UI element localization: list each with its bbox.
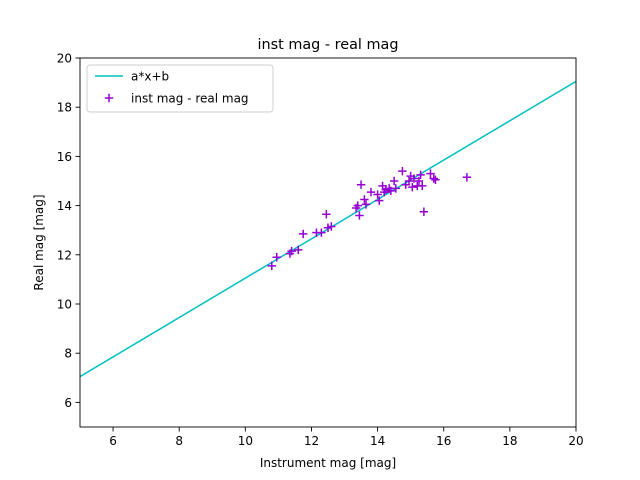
x-tick-label: 12	[304, 434, 319, 448]
data-point	[416, 170, 425, 180]
y-tick-label: 20	[57, 52, 72, 66]
y-tick-label: 10	[57, 298, 72, 312]
data-point	[294, 245, 303, 255]
data-point	[361, 200, 371, 209]
data-point	[287, 246, 296, 256]
data-point	[389, 176, 399, 186]
y-tick-label: 12	[57, 248, 72, 262]
data-point	[386, 186, 396, 196]
data-point	[414, 176, 424, 186]
plot-frame	[79, 57, 577, 428]
data-point	[426, 169, 435, 178]
x-axis-label: Instrument mag [mag]	[260, 456, 396, 470]
y-tick-label: 18	[57, 101, 72, 115]
data-point	[317, 228, 326, 237]
legend-frame	[86, 64, 274, 113]
data-point	[360, 195, 369, 204]
data-point	[418, 181, 427, 191]
x-tick-label: 14	[370, 434, 385, 448]
data-point	[267, 261, 276, 271]
data-point	[299, 229, 308, 239]
data-point	[409, 174, 419, 183]
y-axis-label: Real mag [mag]	[32, 194, 46, 290]
data-point	[404, 176, 414, 186]
data-point	[398, 166, 407, 176]
legend-label-scatter: inst mag - real mag	[131, 92, 249, 106]
data-point	[373, 190, 382, 199]
data-point	[419, 207, 429, 216]
y-tick-label: 16	[57, 150, 72, 164]
data-point	[272, 253, 281, 262]
data-point	[375, 196, 384, 205]
data-point	[431, 175, 440, 184]
y-tick-label: 6	[64, 396, 72, 410]
legend-label-fit-line: a*x+b	[131, 70, 169, 84]
data-point	[391, 184, 400, 193]
x-tick-label: 6	[109, 434, 117, 448]
legend: a*x+b inst mag - real mag	[86, 64, 274, 113]
data-point	[322, 210, 331, 219]
axis-ticks: 6 8 10 12 14 16 18 20 6 8 10 12 14 16 18 20	[57, 52, 584, 449]
data-point	[462, 173, 472, 182]
x-tick-label: 18	[502, 434, 517, 448]
y-tick-label: 14	[57, 199, 72, 213]
data-point	[366, 187, 376, 197]
chart-title: inst mag - real mag	[258, 37, 399, 53]
data-point	[353, 201, 362, 210]
x-tick-label: 10	[238, 434, 253, 448]
plot-area	[80, 80, 576, 378]
data-point	[408, 182, 417, 192]
data-point	[355, 211, 364, 220]
data-point	[429, 174, 439, 183]
data-point	[356, 180, 366, 189]
legend-plus-marker	[104, 93, 114, 103]
legend-marker-swatch	[104, 93, 114, 103]
data-point	[327, 222, 336, 231]
y-tick-label: 8	[64, 347, 72, 361]
x-tick-label: 20	[568, 434, 583, 448]
x-tick-label: 8	[175, 434, 183, 448]
x-tick-label: 16	[436, 434, 451, 448]
